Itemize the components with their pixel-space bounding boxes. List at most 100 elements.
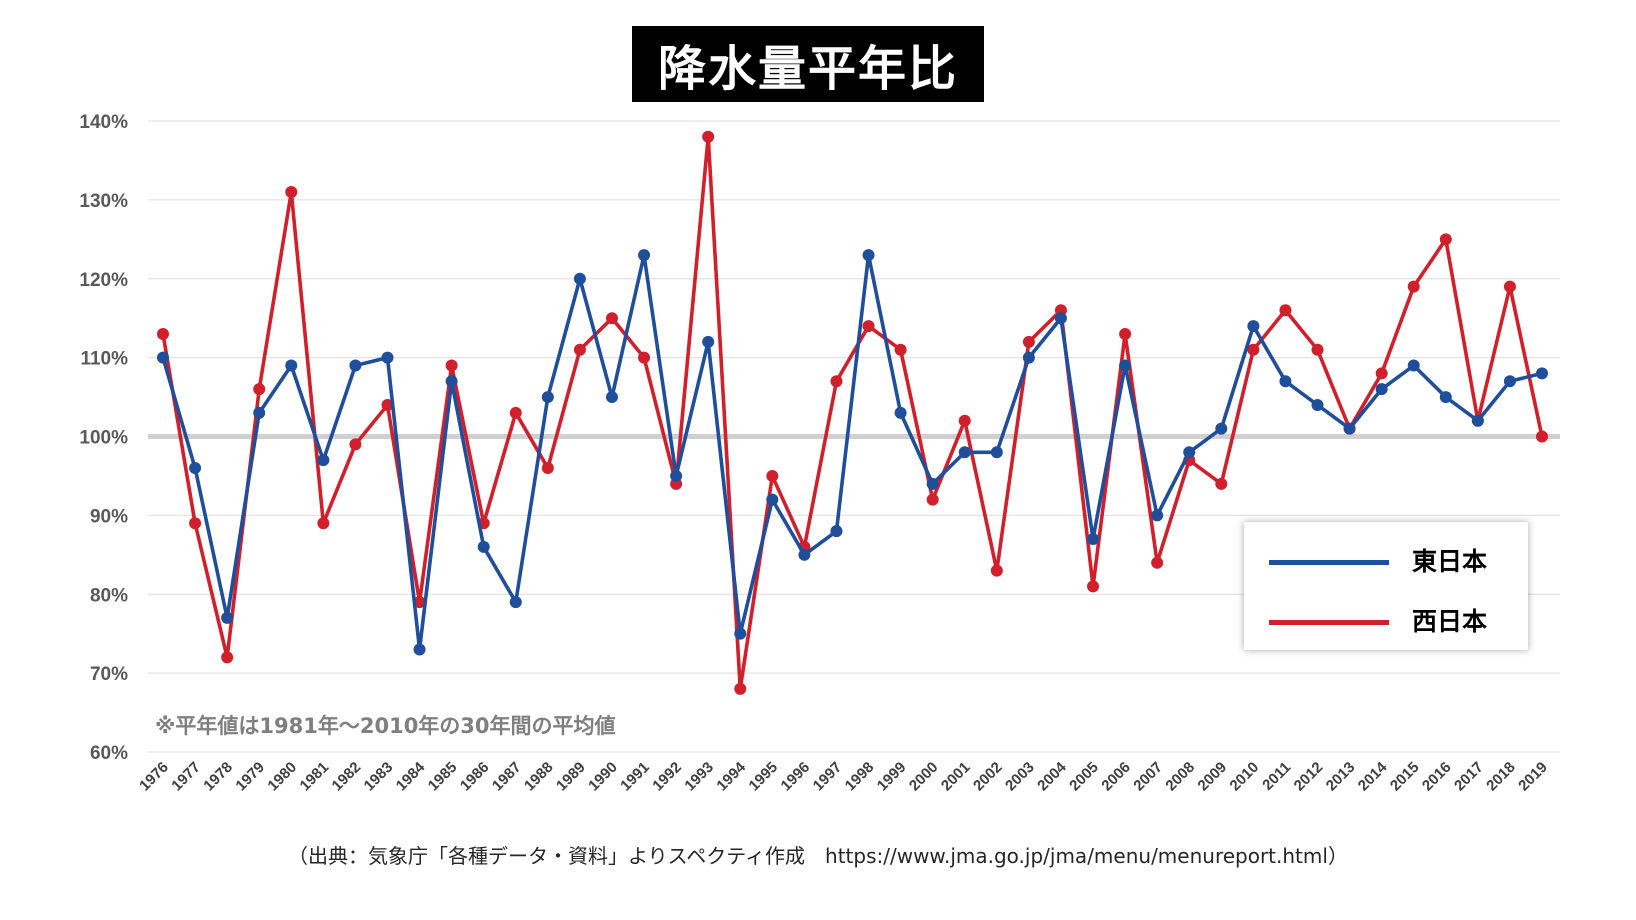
series-layer [157,130,1548,695]
data-point-east [445,375,458,388]
data-point-west [1407,280,1420,293]
data-point-east [157,351,169,364]
legend: 東日本 西日本 [1244,522,1528,650]
data-point-west [1119,327,1132,340]
legend-item-east: 東日本 [1244,542,1528,582]
y-tick-label: 90% [90,506,128,527]
data-point-west [1439,233,1452,246]
x-tick-label: 1978 [200,759,236,795]
data-point-east [1087,533,1100,546]
data-point-east [734,627,747,640]
data-point-east [381,351,394,364]
data-point-east [1343,422,1356,435]
data-point-west [541,462,554,475]
data-point-west [766,469,779,482]
x-tick-label: 1988 [521,759,557,795]
series-line-west [161,134,1544,691]
data-point-west [221,651,234,664]
x-tick-label: 2007 [1130,759,1166,795]
data-point-east [862,249,875,262]
data-point-west [605,312,618,325]
legend-label-east: 東日本 [1412,547,1488,576]
x-tick-label: 2004 [1034,758,1070,794]
data-point-east [573,272,586,285]
y-tick-label: 100% [79,428,128,449]
data-point-east [509,596,522,609]
data-point-west [1215,477,1228,490]
data-point-east [1471,414,1484,427]
x-tick-label: 1996 [778,759,814,795]
x-tick-label: 1994 [713,758,749,794]
data-point-east [926,477,939,490]
x-tick-label: 2019 [1515,759,1551,795]
x-tick-label: 1987 [489,759,525,795]
y-tick-label: 80% [90,585,128,606]
data-point-east [702,335,715,348]
data-point-west [862,320,875,333]
data-point-west [285,185,298,198]
y-axis-ticks: 60% 70% 80% 90% 100% 110% 120% 130% 140% [79,112,128,764]
x-tick-label: 1977 [168,759,204,795]
series-line-east [161,253,1543,652]
x-tick-label: 2016 [1419,759,1455,795]
data-point-east [766,493,779,506]
x-axis-ticks: 1976197719781979198019811982198319841985… [136,758,1551,794]
legend-label-west: 西日本 [1412,607,1488,636]
data-point-east [317,454,330,467]
x-tick-label: 1993 [681,759,717,795]
chart-title: 降水量平年比 [632,26,984,102]
x-tick-label: 1997 [810,759,846,795]
y-tick-label: 130% [79,191,128,212]
legend-item-west: 西日本 [1244,602,1528,642]
data-point-east [349,359,362,372]
x-tick-label: 2012 [1291,759,1327,795]
data-point-west [253,383,266,396]
legend-line-east [1269,559,1389,565]
data-point-east [1022,351,1035,364]
data-point-east [894,406,907,419]
data-point-east [1375,383,1388,396]
data-point-east [830,525,843,538]
x-tick-label: 2006 [1098,759,1134,795]
y-tick-label: 120% [79,270,128,291]
x-tick-label: 2003 [1002,759,1038,795]
y-tick-label: 110% [80,349,128,370]
series-east [157,249,1548,656]
x-tick-label: 1992 [649,759,685,795]
series-west [157,130,1548,695]
data-point-west [1247,343,1260,356]
x-tick-label: 2008 [1162,759,1198,795]
data-point-east [1183,446,1196,459]
data-point-west [990,564,1003,577]
x-tick-label: 1991 [617,759,653,795]
data-point-west [830,375,843,388]
data-point-east [221,611,234,624]
y-tick-label: 60% [90,743,128,764]
chart-note: ※平年値は1981年～2010年の30年間の平均値 [155,714,616,738]
source-citation: （出典：気象庁「各種データ・資料」よりスペクティ作成 https://www.j… [288,844,1348,868]
data-point-west [317,517,330,530]
x-tick-label: 2015 [1387,759,1423,795]
data-point-east [670,469,683,482]
data-point-east [1407,359,1420,372]
data-point-west [1087,580,1100,593]
data-point-east [1054,312,1067,325]
y-tick-label: 70% [90,664,128,685]
x-tick-label: 2018 [1483,759,1519,795]
data-point-west [573,343,586,356]
data-point-west [1022,335,1035,348]
data-point-west [445,359,458,372]
data-point-west [349,438,362,451]
x-tick-label: 1999 [874,759,910,795]
data-point-west [1279,304,1292,317]
data-point-east [1247,320,1260,333]
data-point-east [1151,509,1164,522]
data-point-east [1215,422,1228,435]
x-tick-label: 2013 [1323,759,1359,795]
data-point-west [413,596,426,609]
data-point-east [477,540,490,553]
data-point-west [1536,430,1548,443]
data-point-west [926,493,939,506]
x-tick-label: 2010 [1227,759,1263,795]
